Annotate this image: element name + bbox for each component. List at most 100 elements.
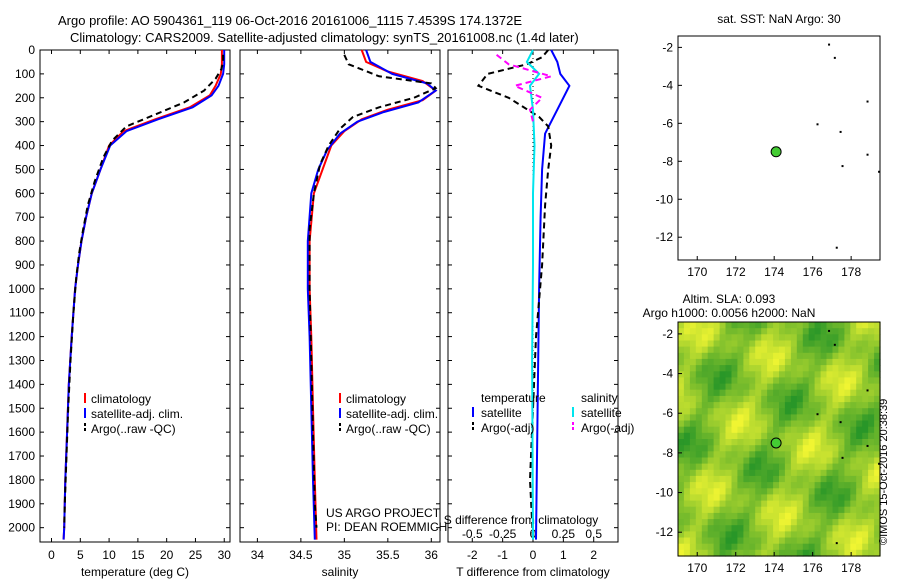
heatmap-cell — [790, 426, 798, 434]
heatmap-cell — [767, 512, 774, 520]
heatmap-cell — [784, 389, 792, 397]
heatmap-cell — [826, 512, 833, 520]
heatmap-cell — [701, 377, 709, 385]
heatmap-cell — [838, 549, 845, 557]
heatmap-cell — [784, 432, 792, 440]
heatmap-cell — [814, 334, 822, 342]
heatmap-cell — [737, 549, 744, 557]
heatmap-cell — [838, 494, 845, 502]
heatmap-cell — [820, 537, 828, 545]
heatmap-cell — [808, 389, 816, 397]
heatmap-cell — [737, 432, 744, 440]
heatmap-cell — [790, 395, 798, 403]
pi-label: PI: DEAN ROEMMICH — [326, 520, 447, 534]
heatmap-cell — [719, 549, 727, 557]
heatmap-cell — [790, 334, 798, 342]
heatmap-cell — [761, 328, 768, 335]
heatmap-cell — [678, 519, 685, 526]
heatmap-cell — [862, 439, 869, 446]
heatmap-cell — [719, 371, 727, 379]
heatmap-cell — [820, 383, 828, 391]
heatmap-cell — [832, 457, 839, 465]
heatmap-cell — [796, 322, 804, 329]
heatmap-cell — [707, 519, 715, 526]
heatmap-cell — [820, 395, 828, 403]
heatmap-cell — [755, 482, 762, 489]
heatmap-cell — [784, 402, 792, 409]
heatmap-cell — [761, 488, 768, 496]
heatmap-cell — [719, 482, 727, 489]
heatmap-cell — [767, 432, 774, 440]
heatmap-cell — [790, 519, 798, 526]
heatmap-cell — [737, 463, 744, 471]
heatmap-cell — [814, 432, 822, 440]
heatmap-cell — [773, 340, 780, 348]
heatmap-cell — [826, 358, 833, 366]
heatmap-cell — [695, 346, 703, 354]
heatmap-cell — [767, 389, 774, 397]
heatmap-cell — [779, 469, 786, 477]
heatmap-cell — [683, 383, 691, 391]
heatmap-cell — [707, 420, 715, 428]
heatmap-cell — [868, 352, 875, 360]
heatmap-cell — [862, 365, 869, 372]
heatmap-cell — [784, 420, 792, 428]
heatmap-cell — [796, 506, 804, 514]
y-tick-label: 1200 — [8, 330, 35, 344]
heatmap-cell — [850, 549, 857, 557]
heatmap-cell — [790, 506, 798, 514]
map-station-dot — [878, 462, 881, 465]
heatmap-cell — [808, 445, 816, 452]
heatmap-cell — [856, 445, 863, 452]
heatmap-cell — [796, 494, 804, 502]
heatmap-cell — [779, 383, 786, 391]
heatmap-cell — [874, 543, 881, 551]
heatmap-cell — [874, 402, 881, 409]
y-tick-label: 900 — [15, 258, 35, 272]
heatmap-cell — [808, 506, 816, 514]
heatmap-cell — [713, 432, 721, 440]
heatmap-cell — [814, 512, 822, 520]
heatmap-cell — [678, 389, 685, 397]
heatmap-cell — [725, 389, 732, 397]
heatmap-cell — [796, 500, 804, 508]
map-y-tick-label: -6 — [662, 406, 673, 420]
heatmap-cell — [779, 402, 786, 409]
heatmap-cell — [850, 414, 857, 422]
map-station-dot — [828, 329, 831, 332]
map-station-dot — [833, 343, 836, 346]
heatmap-cell — [868, 414, 875, 422]
heatmap-cell — [707, 549, 715, 557]
heatmap-cell — [731, 537, 738, 545]
map-station-dot — [866, 100, 869, 103]
heatmap-cell — [719, 334, 727, 342]
heatmap-cell — [874, 426, 881, 434]
heatmap-cell — [790, 457, 798, 465]
heatmap-cell — [755, 408, 762, 415]
heatmap-cell — [802, 371, 810, 379]
heatmap-cell — [755, 537, 762, 545]
heatmap-cell — [731, 377, 738, 385]
heatmap-cell — [862, 475, 869, 483]
heatmap-cell — [719, 494, 727, 502]
heatmap-cell — [832, 531, 839, 539]
heatmap-cell — [743, 531, 750, 539]
heatmap-cell — [784, 445, 792, 452]
heatmap-cell — [707, 432, 715, 440]
heatmap-cell — [844, 395, 851, 403]
heatmap-cell — [832, 371, 839, 379]
heatmap-cell — [695, 482, 703, 489]
heatmap-cell — [826, 439, 833, 446]
heatmap-cell — [832, 451, 839, 459]
heatmap-cell — [844, 475, 851, 483]
heatmap-cell — [814, 506, 822, 514]
heatmap-cell — [701, 346, 709, 354]
heatmap-cell — [850, 408, 857, 415]
heatmap-cell — [773, 414, 780, 422]
heatmap-cell — [731, 506, 738, 514]
heatmap-cell — [743, 500, 750, 508]
heatmap-cell — [844, 328, 851, 335]
heatmap-cell — [790, 389, 798, 397]
heatmap-cell — [683, 519, 691, 526]
heatmap-cell — [761, 340, 768, 348]
